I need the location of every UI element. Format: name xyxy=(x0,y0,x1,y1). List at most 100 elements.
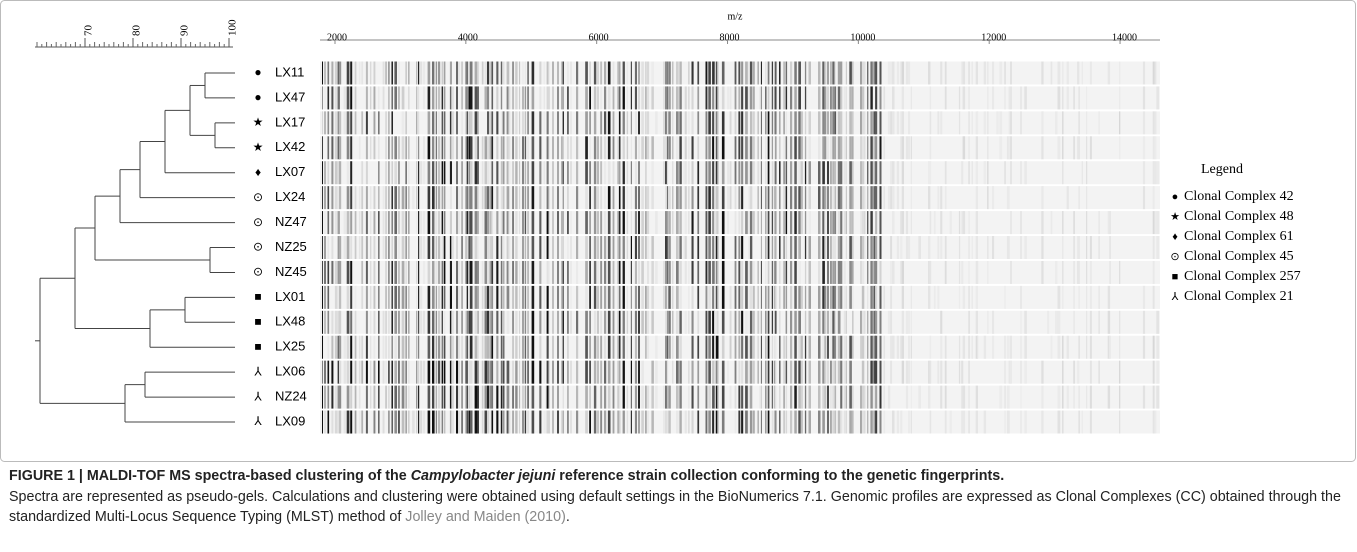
gel-band xyxy=(860,386,862,409)
gel-band xyxy=(838,211,841,234)
gel-band xyxy=(645,62,647,85)
gel-band xyxy=(959,286,960,309)
gel-band xyxy=(647,386,649,409)
gel-band xyxy=(959,236,960,259)
gel-band xyxy=(864,311,865,334)
gel-band xyxy=(790,111,792,134)
gel-band xyxy=(667,211,668,234)
gel-band xyxy=(798,161,801,184)
gel-band xyxy=(852,311,854,334)
gel-band xyxy=(561,62,563,85)
gel-band xyxy=(594,411,596,434)
citation-link[interactable]: Jolley and Maiden (2010) xyxy=(405,509,566,525)
gel-band xyxy=(487,62,489,85)
strain-symbol: ⊙ xyxy=(253,240,263,254)
gel-band xyxy=(1156,86,1159,109)
gel-band xyxy=(809,111,812,134)
gel-band xyxy=(608,161,611,184)
gel-band xyxy=(388,311,390,334)
gel-band xyxy=(485,286,488,309)
gel-band xyxy=(350,186,352,209)
gel-band xyxy=(1055,111,1058,134)
gel-band xyxy=(867,161,868,184)
gel-band xyxy=(467,311,468,334)
gel-band xyxy=(436,236,437,259)
gel-band xyxy=(519,186,520,209)
gel-band xyxy=(862,361,865,384)
gel-band xyxy=(496,62,498,85)
gel-band xyxy=(418,386,419,409)
gel-band xyxy=(892,86,895,109)
gel-band xyxy=(402,111,405,134)
strain-label: LX01 xyxy=(275,289,305,304)
gel-band xyxy=(794,186,797,209)
gel-band xyxy=(528,62,529,85)
gel-band xyxy=(852,286,854,309)
gel-band xyxy=(722,386,725,409)
gel-band xyxy=(818,236,821,259)
gel-band xyxy=(761,136,762,159)
legend-symbol: ⅄ xyxy=(1171,291,1179,303)
gel-band xyxy=(892,261,895,284)
gel-band xyxy=(563,161,564,184)
gel-band xyxy=(679,311,681,334)
gel-band xyxy=(428,286,431,309)
gel-band xyxy=(627,86,628,109)
gel-band xyxy=(730,311,732,334)
gel-band xyxy=(456,286,458,309)
gel-band xyxy=(779,411,780,434)
gel-band xyxy=(768,386,770,409)
gel-band xyxy=(930,261,932,284)
gel-band xyxy=(475,161,478,184)
gel-band xyxy=(444,361,446,384)
gel-band xyxy=(692,86,694,109)
gel-band xyxy=(355,386,357,409)
gel-band xyxy=(1143,111,1145,134)
gel-band xyxy=(902,186,904,209)
gel-band xyxy=(374,261,376,284)
gel-band xyxy=(786,261,788,284)
gel-band xyxy=(959,261,960,284)
gel-band xyxy=(1153,161,1155,184)
gel-band xyxy=(512,336,514,359)
gel-band xyxy=(846,136,847,159)
gel-band xyxy=(613,386,615,409)
gel-band xyxy=(576,361,578,384)
gel-band xyxy=(1086,311,1087,334)
gel-band xyxy=(405,136,407,159)
gel-band xyxy=(366,236,368,259)
gel-band xyxy=(945,361,947,384)
gel-band xyxy=(647,336,649,359)
gel-band xyxy=(355,336,357,359)
gel-band xyxy=(1073,361,1075,384)
gel-band xyxy=(374,86,376,109)
strain-symbol: ★ xyxy=(253,140,264,154)
gel-band xyxy=(832,261,834,284)
gel-band xyxy=(712,261,715,284)
gel-band xyxy=(604,161,606,184)
gel-band xyxy=(492,111,494,134)
gel-band xyxy=(501,411,502,434)
gel-band xyxy=(549,361,550,384)
gel-band xyxy=(880,161,882,184)
gel-band xyxy=(849,411,852,434)
gel-band xyxy=(619,186,621,209)
gel-band xyxy=(438,86,440,109)
gel-band xyxy=(846,236,847,259)
gel-band xyxy=(420,411,422,434)
strain-symbol: ⊙ xyxy=(253,265,263,279)
gel-band xyxy=(528,286,529,309)
gel-band xyxy=(589,236,591,259)
gel-band xyxy=(388,136,390,159)
gel-band xyxy=(757,186,759,209)
figure: m/z Legend 70809010020004000600080001000… xyxy=(0,0,1357,464)
gel-band xyxy=(761,186,762,209)
gel-band xyxy=(509,161,511,184)
gel-band xyxy=(528,261,529,284)
gel-band xyxy=(604,411,606,434)
gel-band xyxy=(738,261,740,284)
gel-band xyxy=(902,62,904,85)
gel-band xyxy=(627,311,628,334)
gel-band xyxy=(467,62,468,85)
gel-band xyxy=(992,336,994,359)
